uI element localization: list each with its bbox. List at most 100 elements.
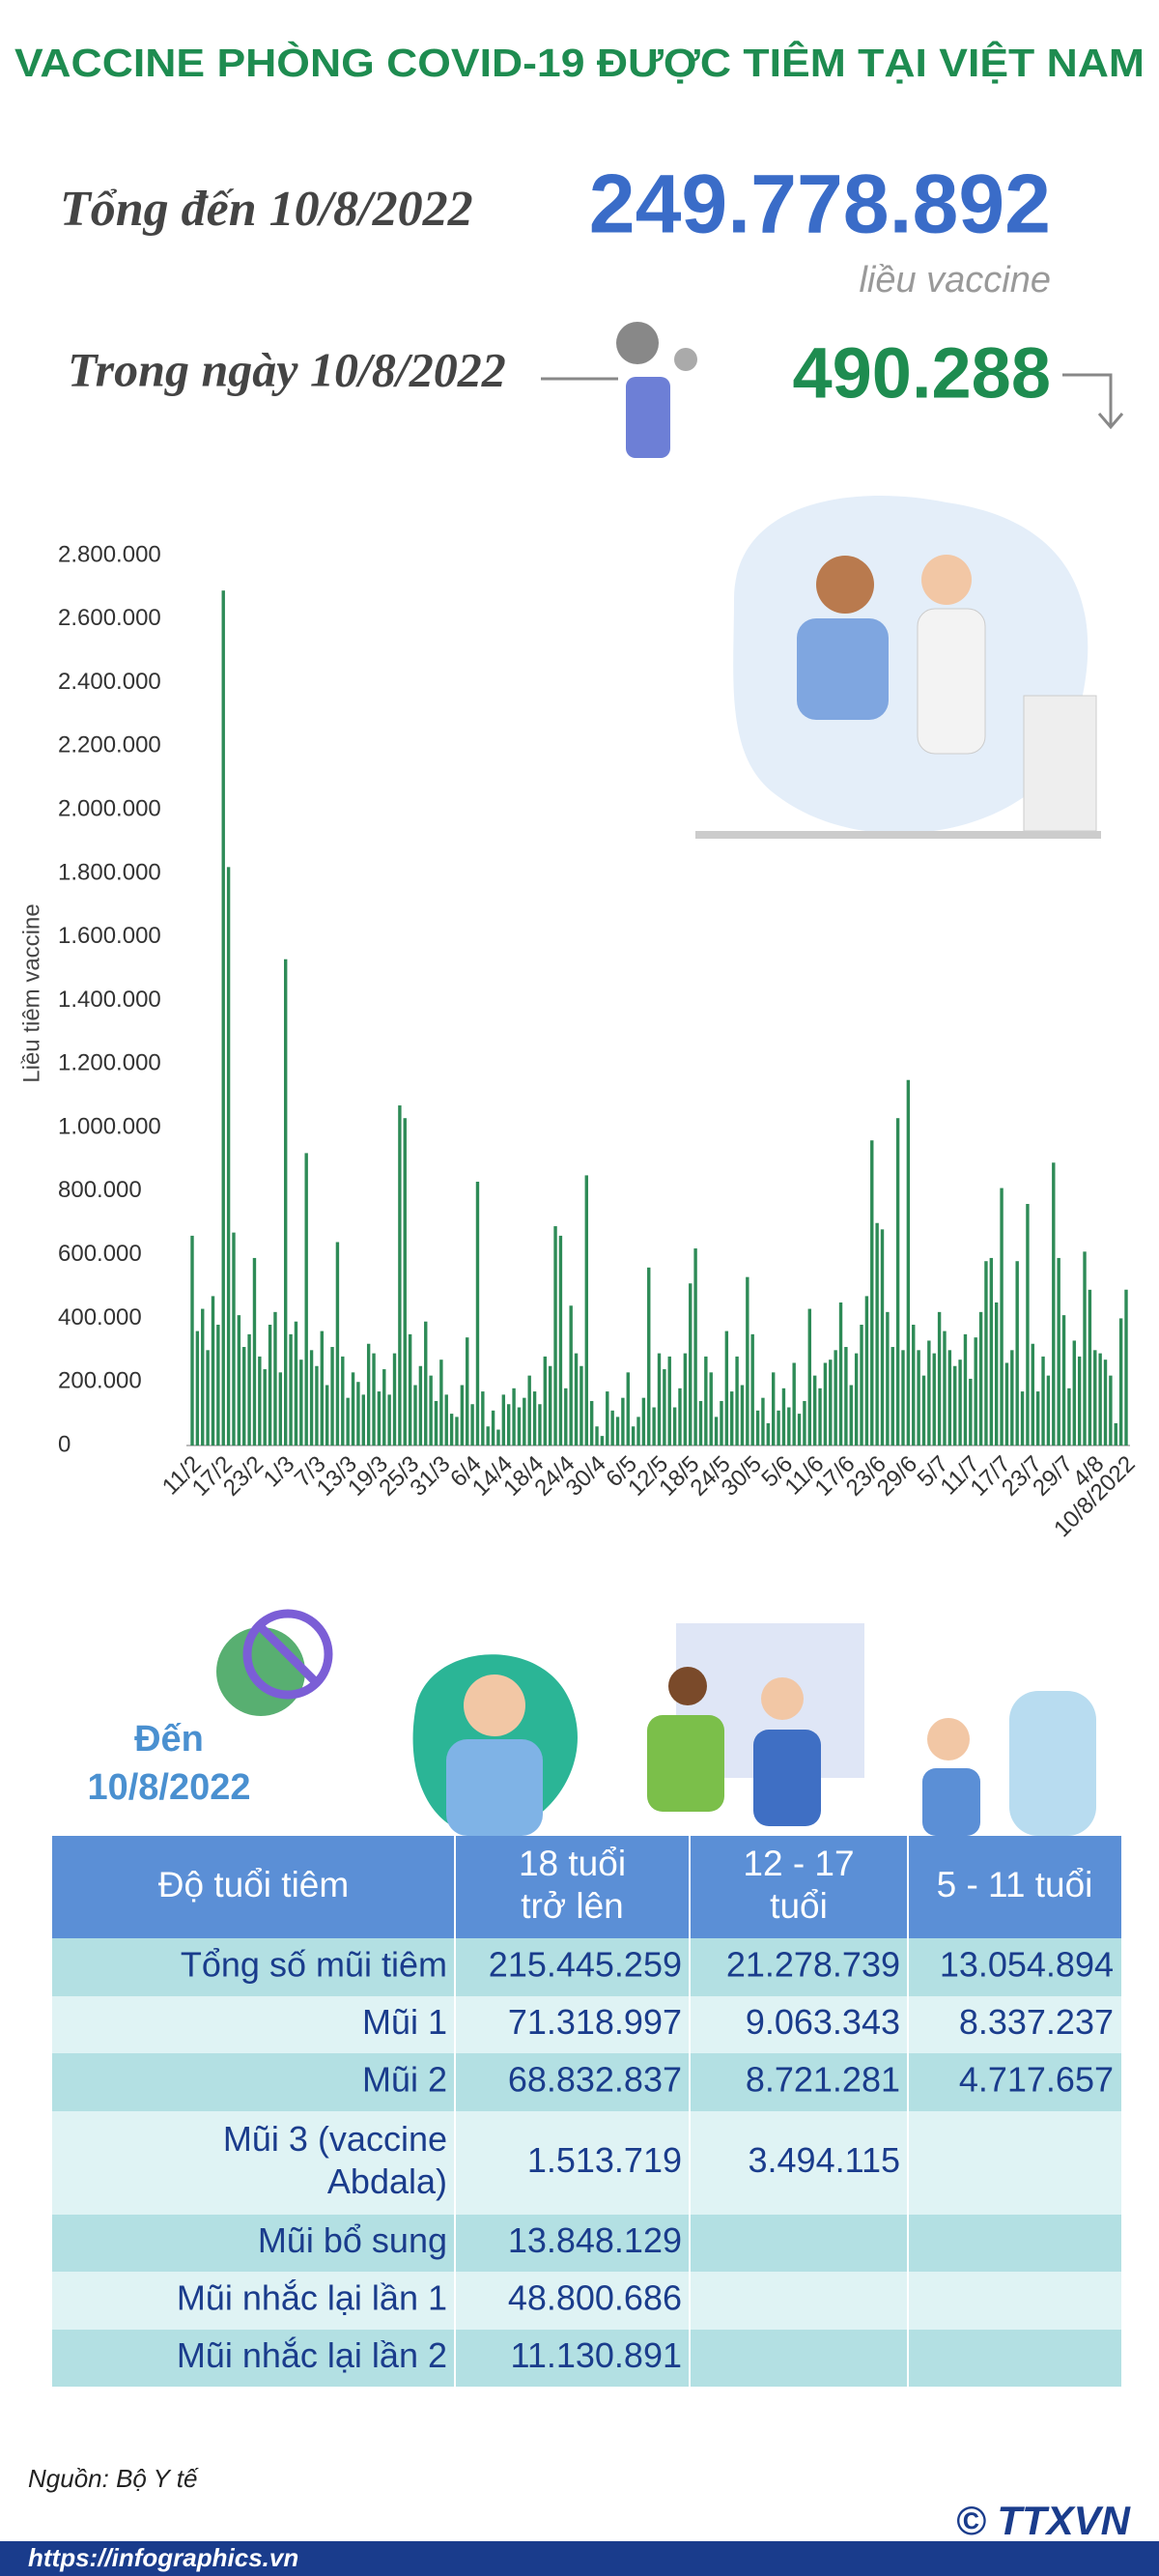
person-icon bbox=[446, 1739, 543, 1836]
nurse-icon bbox=[753, 1730, 821, 1826]
bar bbox=[232, 1232, 236, 1445]
bar bbox=[704, 1356, 708, 1445]
bar bbox=[672, 1407, 677, 1445]
bar bbox=[792, 1362, 796, 1445]
table-cell: 8.721.281 bbox=[746, 2060, 900, 2100]
table-cell: 68.832.837 bbox=[508, 2060, 682, 2100]
header-cell: 12 - 17 bbox=[743, 1844, 854, 1883]
table-row bbox=[52, 2215, 1121, 2272]
bar bbox=[849, 1385, 853, 1445]
bar bbox=[486, 1426, 490, 1445]
bar bbox=[429, 1375, 433, 1445]
as-of-label: Đến bbox=[134, 1719, 204, 1760]
table-cell: 4.717.657 bbox=[959, 2060, 1114, 2100]
bar bbox=[683, 1353, 688, 1445]
table-cell: 21.278.739 bbox=[726, 1945, 900, 1985]
y-tick-label: 2.200.000 bbox=[58, 732, 161, 758]
bar bbox=[574, 1353, 579, 1445]
bar bbox=[746, 1276, 749, 1445]
bar bbox=[984, 1261, 988, 1445]
bar bbox=[398, 1105, 402, 1445]
bar bbox=[491, 1410, 495, 1445]
bar bbox=[714, 1417, 719, 1445]
bar bbox=[309, 1350, 314, 1445]
nurse-icon bbox=[921, 555, 972, 605]
bar bbox=[377, 1391, 382, 1445]
bar bbox=[1020, 1391, 1025, 1445]
table-cell: 215.445.259 bbox=[489, 1945, 682, 1985]
bar bbox=[325, 1385, 329, 1445]
bar bbox=[812, 1375, 817, 1445]
row-label: Mũi bổ sung bbox=[258, 2220, 447, 2260]
y-tick-label: 2.000.000 bbox=[58, 795, 161, 821]
row-label: Mũi 1 bbox=[362, 2002, 447, 2042]
bar bbox=[216, 1325, 220, 1445]
bar bbox=[1031, 1343, 1034, 1445]
person-icon bbox=[647, 1715, 724, 1812]
bar bbox=[1004, 1362, 1009, 1445]
header-cell: 18 tuổi bbox=[519, 1844, 626, 1883]
bar bbox=[564, 1388, 568, 1445]
bar bbox=[584, 1175, 588, 1445]
table-row bbox=[52, 2330, 1121, 2387]
row-label: Mũi 2 bbox=[362, 2060, 447, 2100]
bar bbox=[372, 1353, 376, 1445]
bar bbox=[689, 1283, 693, 1445]
bar bbox=[927, 1340, 931, 1445]
bar bbox=[330, 1347, 334, 1445]
bar bbox=[273, 1311, 277, 1445]
bar bbox=[1000, 1188, 1004, 1445]
bar bbox=[284, 959, 288, 1445]
bar bbox=[1026, 1204, 1030, 1445]
bar bbox=[912, 1325, 916, 1445]
y-tick-label: 1.000.000 bbox=[58, 1113, 161, 1139]
bar bbox=[958, 1360, 962, 1445]
table-row bbox=[52, 1996, 1121, 2053]
header-cell: Độ tuổi tiêm bbox=[158, 1865, 349, 1904]
bar bbox=[652, 1407, 656, 1445]
patient-icon bbox=[797, 618, 889, 720]
footer-bar bbox=[0, 2541, 1159, 2576]
bar bbox=[937, 1311, 942, 1445]
bar bbox=[589, 1400, 594, 1445]
no-virus-icon bbox=[255, 1621, 321, 1687]
bar bbox=[242, 1347, 246, 1445]
bar bbox=[818, 1388, 822, 1445]
header-cell: trở lên bbox=[521, 1886, 624, 1926]
bar bbox=[1088, 1289, 1092, 1445]
bar bbox=[558, 1235, 563, 1445]
bar bbox=[606, 1391, 609, 1445]
bar bbox=[709, 1372, 713, 1445]
bar bbox=[315, 1365, 319, 1445]
bar bbox=[854, 1353, 859, 1445]
bar bbox=[455, 1417, 459, 1445]
table-cell: 71.318.997 bbox=[508, 2002, 682, 2042]
bar bbox=[460, 1385, 465, 1445]
bar bbox=[532, 1391, 537, 1445]
bar bbox=[356, 1382, 360, 1445]
bar bbox=[444, 1394, 448, 1445]
bar bbox=[943, 1331, 947, 1445]
bar bbox=[475, 1181, 480, 1445]
bar bbox=[777, 1410, 780, 1445]
table-cell: 13.848.129 bbox=[508, 2220, 682, 2260]
bar bbox=[403, 1118, 407, 1445]
bar bbox=[1035, 1391, 1040, 1445]
bar bbox=[803, 1400, 806, 1445]
bar bbox=[424, 1321, 428, 1445]
bar bbox=[523, 1397, 526, 1445]
bar bbox=[252, 1257, 257, 1445]
bar bbox=[1093, 1350, 1097, 1445]
source: Nguồn: Bộ Y tế bbox=[28, 2464, 199, 2493]
bar bbox=[621, 1397, 625, 1445]
bar bbox=[678, 1388, 682, 1445]
bar bbox=[1124, 1289, 1128, 1445]
header-cell: tuổi bbox=[770, 1886, 828, 1926]
bar bbox=[1077, 1356, 1082, 1445]
bar bbox=[693, 1248, 697, 1445]
total-unit: liều vaccine bbox=[859, 260, 1051, 301]
table-cell: 9.063.343 bbox=[746, 2002, 900, 2042]
bar bbox=[501, 1394, 506, 1445]
y-tick-label: 1.600.000 bbox=[58, 923, 161, 949]
table-row bbox=[52, 2111, 1121, 2215]
